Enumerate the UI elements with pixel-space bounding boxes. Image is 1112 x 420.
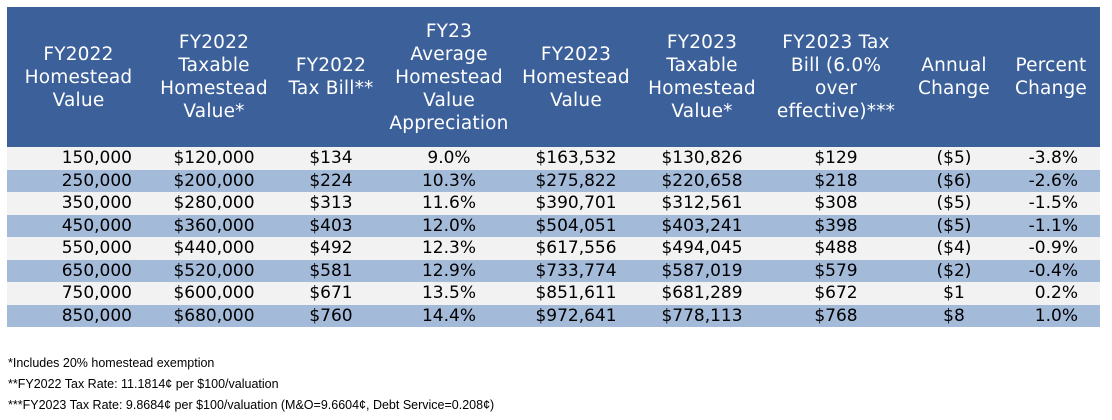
- cell-fy2022-homestead-value: 850,000: [7, 304, 150, 327]
- col-header-fy23-appreciation: FY23 Average Homestead Value Appreciatio…: [384, 7, 514, 147]
- cell-fy2023-homestead-value: $617,556: [514, 237, 638, 260]
- cell-fy2022-tax-bill: $403: [278, 214, 384, 237]
- cell-fy2023-taxable-value: $587,019: [638, 259, 766, 282]
- cell-fy23-appreciation: 13.5%: [384, 282, 514, 305]
- cell-fy2022-homestead-value: 350,000: [7, 192, 150, 215]
- cell-fy2022-tax-bill: $492: [278, 237, 384, 260]
- cell-fy2022-tax-bill: $671: [278, 282, 384, 305]
- header-row: FY2022 Homestead Value FY2022 Taxable Ho…: [7, 7, 1100, 147]
- table-row: 250,000 $200,000 $224 10.3% $275,822 $220,658…: [7, 169, 1100, 192]
- cell-fy2023-tax-bill: $768: [766, 304, 906, 327]
- cell-fy2022-taxable-value: $200,000: [150, 169, 278, 192]
- cell-fy2023-taxable-value: $681,289: [638, 282, 766, 305]
- cell-fy2022-tax-bill: $760: [278, 304, 384, 327]
- cell-fy23-appreciation: 9.0%: [384, 147, 514, 170]
- table-row: 350,000 $280,000 $313 11.6% $390,701 $312,561…: [7, 192, 1100, 215]
- cell-fy23-appreciation: 12.9%: [384, 259, 514, 282]
- footnotes: *Includes 20% homestead exemption **FY20…: [8, 353, 494, 416]
- col-header-fy2023-tax-bill: FY2023 Tax Bill (6.0% over effective)***: [766, 7, 906, 147]
- cell-fy2022-taxable-value: $520,000: [150, 259, 278, 282]
- cell-fy2023-homestead-value: $504,051: [514, 214, 638, 237]
- table-row: 850,000 $680,000 $760 14.4% $972,641 $778,113…: [7, 304, 1100, 327]
- cell-fy2023-homestead-value: $390,701: [514, 192, 638, 215]
- cell-annual-change: ($4): [906, 237, 1002, 260]
- cell-percent-change: -2.6%: [1002, 169, 1100, 192]
- table-row: 550,000 $440,000 $492 12.3% $617,556 $494,045…: [7, 237, 1100, 260]
- cell-fy2022-homestead-value: 650,000: [7, 259, 150, 282]
- tax-table-container: FY2022 Homestead Value FY2022 Taxable Ho…: [7, 7, 1100, 327]
- cell-percent-change: 0.2%: [1002, 282, 1100, 305]
- cell-fy2023-tax-bill: $579: [766, 259, 906, 282]
- col-header-annual-change: Annual Change: [906, 7, 1002, 147]
- cell-fy2022-homestead-value: 750,000: [7, 282, 150, 305]
- cell-percent-change: 1.0%: [1002, 304, 1100, 327]
- cell-annual-change: ($6): [906, 169, 1002, 192]
- cell-annual-change: ($2): [906, 259, 1002, 282]
- col-header-fy2023-taxable-value: FY2023 Taxable Homestead Value*: [638, 7, 766, 147]
- footnote-exemption: *Includes 20% homestead exemption: [8, 356, 215, 370]
- cell-fy2023-homestead-value: $733,774: [514, 259, 638, 282]
- footnote-fy2023-rate: ***FY2023 Tax Rate: 9.8684¢ per $100/val…: [8, 398, 495, 412]
- cell-fy2023-taxable-value: $220,658: [638, 169, 766, 192]
- cell-fy2023-tax-bill: $129: [766, 147, 906, 170]
- col-header-fy2022-taxable-value: FY2022 Taxable Homestead Value*: [150, 7, 278, 147]
- cell-fy2022-homestead-value: 550,000: [7, 237, 150, 260]
- cell-annual-change: $8: [906, 304, 1002, 327]
- cell-fy2022-taxable-value: $440,000: [150, 237, 278, 260]
- col-header-percent-change: Percent Change: [1002, 7, 1100, 147]
- table-row: 150,000 $120,000 $134 9.0% $163,532 $130,826 $…: [7, 147, 1100, 170]
- cell-fy2023-taxable-value: $494,045: [638, 237, 766, 260]
- cell-annual-change: ($5): [906, 147, 1002, 170]
- cell-fy2023-tax-bill: $672: [766, 282, 906, 305]
- cell-fy2022-homestead-value: 250,000: [7, 169, 150, 192]
- cell-percent-change: -1.5%: [1002, 192, 1100, 215]
- footnote-fy2022-rate: **FY2022 Tax Rate: 11.1814¢ per $100/val…: [8, 377, 279, 391]
- cell-fy2023-tax-bill: $218: [766, 169, 906, 192]
- cell-fy2023-homestead-value: $972,641: [514, 304, 638, 327]
- table-row: 450,000 $360,000 $403 12.0% $504,051 $403,241…: [7, 214, 1100, 237]
- tax-comparison-table: FY2022 Homestead Value FY2022 Taxable Ho…: [7, 7, 1100, 327]
- cell-annual-change: ($5): [906, 214, 1002, 237]
- cell-fy2022-tax-bill: $134: [278, 147, 384, 170]
- cell-percent-change: -1.1%: [1002, 214, 1100, 237]
- cell-fy2023-homestead-value: $851,611: [514, 282, 638, 305]
- cell-fy2023-tax-bill: $398: [766, 214, 906, 237]
- cell-fy23-appreciation: 14.4%: [384, 304, 514, 327]
- cell-fy23-appreciation: 10.3%: [384, 169, 514, 192]
- cell-fy2023-tax-bill: $488: [766, 237, 906, 260]
- cell-fy2022-taxable-value: $360,000: [150, 214, 278, 237]
- cell-percent-change: -3.8%: [1002, 147, 1100, 170]
- cell-fy2022-tax-bill: $224: [278, 169, 384, 192]
- cell-fy23-appreciation: 12.3%: [384, 237, 514, 260]
- cell-fy2022-homestead-value: 150,000: [7, 147, 150, 170]
- cell-fy2023-homestead-value: $275,822: [514, 169, 638, 192]
- cell-percent-change: -0.9%: [1002, 237, 1100, 260]
- cell-percent-change: -0.4%: [1002, 259, 1100, 282]
- cell-fy23-appreciation: 11.6%: [384, 192, 514, 215]
- cell-fy2023-taxable-value: $312,561: [638, 192, 766, 215]
- cell-fy2023-homestead-value: $163,532: [514, 147, 638, 170]
- col-header-fy2022-tax-bill: FY2022 Tax Bill**: [278, 7, 384, 147]
- table-row: 750,000 $600,000 $671 13.5% $851,611 $681,289…: [7, 282, 1100, 305]
- cell-fy2022-tax-bill: $581: [278, 259, 384, 282]
- cell-fy2022-homestead-value: 450,000: [7, 214, 150, 237]
- cell-fy2022-taxable-value: $280,000: [150, 192, 278, 215]
- cell-fy2022-taxable-value: $120,000: [150, 147, 278, 170]
- table-row: 650,000 $520,000 $581 12.9% $733,774 $587,019…: [7, 259, 1100, 282]
- cell-fy2022-tax-bill: $313: [278, 192, 384, 215]
- cell-annual-change: $1: [906, 282, 1002, 305]
- cell-fy2022-taxable-value: $680,000: [150, 304, 278, 327]
- col-header-fy2023-homestead-value: FY2023 Homestead Value: [514, 7, 638, 147]
- cell-fy2022-taxable-value: $600,000: [150, 282, 278, 305]
- cell-annual-change: ($5): [906, 192, 1002, 215]
- cell-fy2023-tax-bill: $308: [766, 192, 906, 215]
- cell-fy23-appreciation: 12.0%: [384, 214, 514, 237]
- col-header-fy2022-homestead-value: FY2022 Homestead Value: [7, 7, 150, 147]
- cell-fy2023-taxable-value: $130,826: [638, 147, 766, 170]
- cell-fy2023-taxable-value: $778,113: [638, 304, 766, 327]
- cell-fy2023-taxable-value: $403,241: [638, 214, 766, 237]
